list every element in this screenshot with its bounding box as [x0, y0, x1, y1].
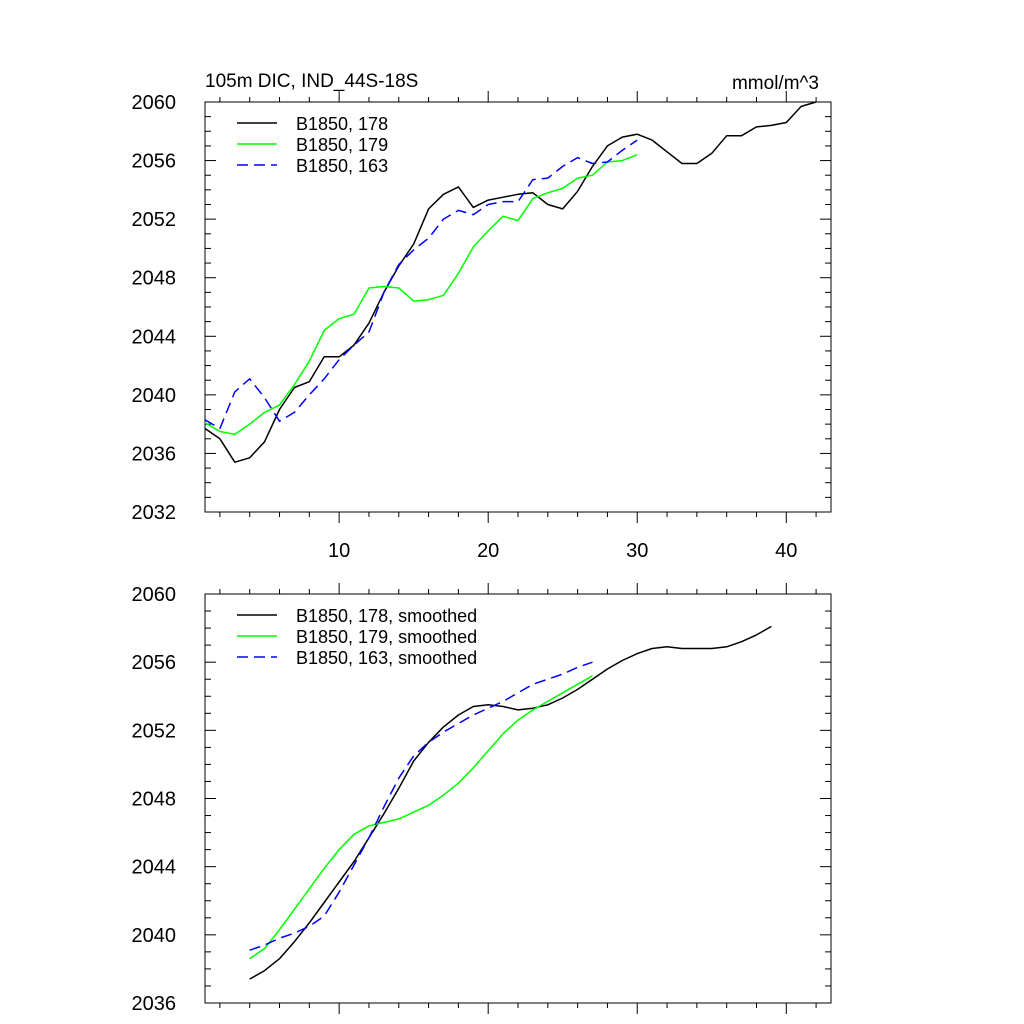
top-series-line-2	[204, 139, 638, 430]
bottom-ytick-label: 2052	[132, 720, 177, 742]
top-chart-panel: 105m DIC, IND_44S-18S mmol/m^320322036204…	[132, 71, 832, 562]
top-legend-label-2: B1850, 163	[296, 156, 388, 176]
top-legend-label-1: B1850, 179	[296, 135, 388, 155]
top-legend-label-0: B1850, 178	[296, 114, 388, 134]
bottom-ytick-label: 2060	[132, 584, 177, 606]
bottom-series-line-0	[249, 625, 772, 980]
top-ytick-label: 2056	[132, 151, 177, 173]
top-ytick-label: 2036	[132, 443, 177, 465]
top-ytick-label: 2032	[132, 502, 177, 524]
top-ytick-label: 2048	[132, 268, 177, 290]
units-label: mmol/m^3	[732, 73, 819, 94]
chart-title: 105m DIC, IND_44S-18S	[205, 71, 418, 92]
bottom-ytick-label: 2036	[132, 993, 177, 1015]
bottom-ytick-label: 2044	[132, 857, 177, 879]
top-ytick-label: 2040	[132, 385, 177, 407]
bottom-series-line-1	[249, 675, 593, 960]
top-xtick-label: 10	[328, 540, 350, 562]
bottom-legend-label-2: B1850, 163, smoothed	[296, 648, 477, 668]
bottom-ytick-label: 2056	[132, 652, 177, 674]
bottom-legend-label-0: B1850, 178, smoothed	[296, 606, 477, 626]
top-xtick-label: 40	[775, 540, 797, 562]
bottom-legend-label-1: B1850, 179, smoothed	[296, 627, 477, 647]
bottom-ytick-label: 2040	[132, 925, 177, 947]
top-ytick-label: 2044	[132, 326, 177, 348]
top-ytick-label: 2060	[132, 92, 177, 114]
bottom-chart-panel: 2036 2040 2044 2048 2052 2056 2060 B1850, 178, …	[132, 583, 832, 1015]
top-xtick-label: 20	[477, 540, 499, 562]
top-series-line-1	[204, 154, 638, 436]
top-xtick-label: 30	[626, 540, 648, 562]
bottom-series-line-2	[249, 661, 593, 951]
top-ytick-label: 2052	[132, 209, 177, 231]
bottom-ytick-label: 2048	[132, 789, 177, 811]
top-series-line-0	[204, 101, 817, 463]
